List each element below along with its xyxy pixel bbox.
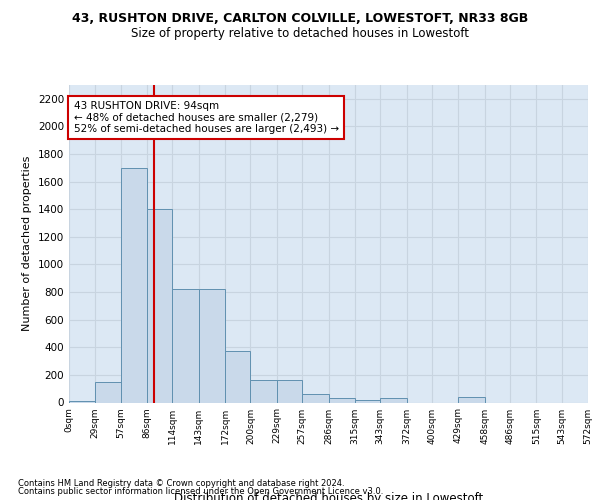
Bar: [147, 209, 172, 402]
X-axis label: Distribution of detached houses by size in Lowestoft: Distribution of detached houses by size …: [174, 492, 483, 500]
Text: Contains HM Land Registry data © Crown copyright and database right 2024.: Contains HM Land Registry data © Crown c…: [18, 478, 344, 488]
Bar: [121, 168, 147, 402]
Bar: [458, 397, 485, 402]
Bar: [225, 352, 250, 403]
Bar: [69, 401, 95, 402]
Bar: [302, 394, 329, 402]
Bar: [355, 400, 380, 402]
Bar: [329, 398, 355, 402]
Text: 43 RUSHTON DRIVE: 94sqm
← 48% of detached houses are smaller (2,279)
52% of semi: 43 RUSHTON DRIVE: 94sqm ← 48% of detache…: [74, 101, 338, 134]
Bar: [250, 380, 277, 402]
Text: Size of property relative to detached houses in Lowestoft: Size of property relative to detached ho…: [131, 28, 469, 40]
Y-axis label: Number of detached properties: Number of detached properties: [22, 156, 32, 332]
Text: 43, RUSHTON DRIVE, CARLTON COLVILLE, LOWESTOFT, NR33 8GB: 43, RUSHTON DRIVE, CARLTON COLVILLE, LOW…: [72, 12, 528, 26]
Bar: [199, 290, 225, 403]
Text: Contains public sector information licensed under the Open Government Licence v3: Contains public sector information licen…: [18, 487, 383, 496]
Bar: [380, 398, 407, 402]
Bar: [277, 380, 302, 402]
Bar: [95, 382, 121, 402]
Bar: [172, 290, 199, 403]
